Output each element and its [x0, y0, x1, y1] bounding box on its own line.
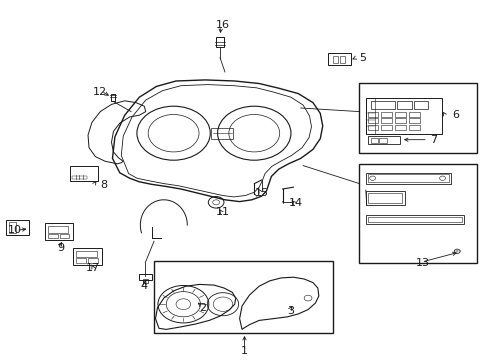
Bar	[48, 234, 58, 238]
Text: 6: 6	[451, 110, 458, 120]
Bar	[408, 112, 419, 117]
Bar	[381, 112, 391, 117]
Bar	[367, 125, 378, 130]
Text: 15: 15	[254, 188, 268, 198]
Bar	[327, 53, 350, 65]
Bar	[381, 118, 391, 123]
Bar	[88, 258, 98, 263]
Text: 10: 10	[8, 225, 21, 235]
Bar	[396, 101, 411, 109]
Text: 9: 9	[58, 243, 64, 253]
Bar	[381, 125, 391, 130]
Bar	[370, 138, 377, 143]
Text: 13: 13	[415, 258, 429, 268]
Bar	[9, 222, 16, 233]
Bar	[359, 164, 476, 263]
Bar	[142, 279, 147, 283]
Bar	[413, 101, 427, 109]
Bar	[367, 136, 399, 144]
Text: 16: 16	[215, 20, 229, 30]
Text: 8: 8	[100, 180, 107, 190]
Bar	[110, 94, 115, 101]
Bar	[367, 217, 461, 222]
Text: 7: 7	[429, 135, 437, 145]
Text: 2: 2	[199, 303, 206, 313]
Bar	[6, 220, 29, 235]
Bar	[154, 261, 332, 333]
Bar	[216, 37, 224, 47]
Bar	[70, 166, 98, 181]
Text: 5: 5	[359, 53, 366, 63]
Bar	[211, 128, 233, 139]
Bar	[394, 125, 405, 130]
Bar	[139, 274, 151, 280]
Text: 1: 1	[241, 346, 247, 356]
Bar	[367, 174, 448, 182]
Bar	[332, 56, 337, 63]
Bar	[367, 118, 378, 123]
Text: 12: 12	[93, 87, 107, 97]
Bar	[408, 125, 419, 130]
Bar	[365, 98, 374, 134]
Bar	[60, 234, 69, 238]
Bar	[367, 112, 378, 117]
Bar	[76, 258, 86, 263]
Bar	[394, 112, 405, 117]
Text: 3: 3	[287, 306, 294, 316]
Text: 17: 17	[86, 263, 100, 273]
Bar	[365, 173, 450, 184]
Bar	[48, 226, 68, 233]
Bar	[365, 215, 463, 224]
Text: 14: 14	[288, 198, 302, 208]
Text: 4: 4	[141, 281, 147, 291]
Bar	[73, 248, 102, 265]
Bar	[45, 223, 73, 240]
Bar	[359, 83, 476, 153]
Bar	[408, 118, 419, 123]
Bar	[365, 191, 404, 205]
Bar	[394, 118, 405, 123]
Bar	[365, 98, 441, 134]
Bar	[367, 193, 401, 203]
Bar	[370, 101, 394, 109]
Bar	[76, 251, 97, 257]
Bar	[72, 176, 87, 179]
Text: 11: 11	[215, 207, 229, 217]
Bar	[379, 138, 386, 143]
Bar	[339, 56, 345, 63]
